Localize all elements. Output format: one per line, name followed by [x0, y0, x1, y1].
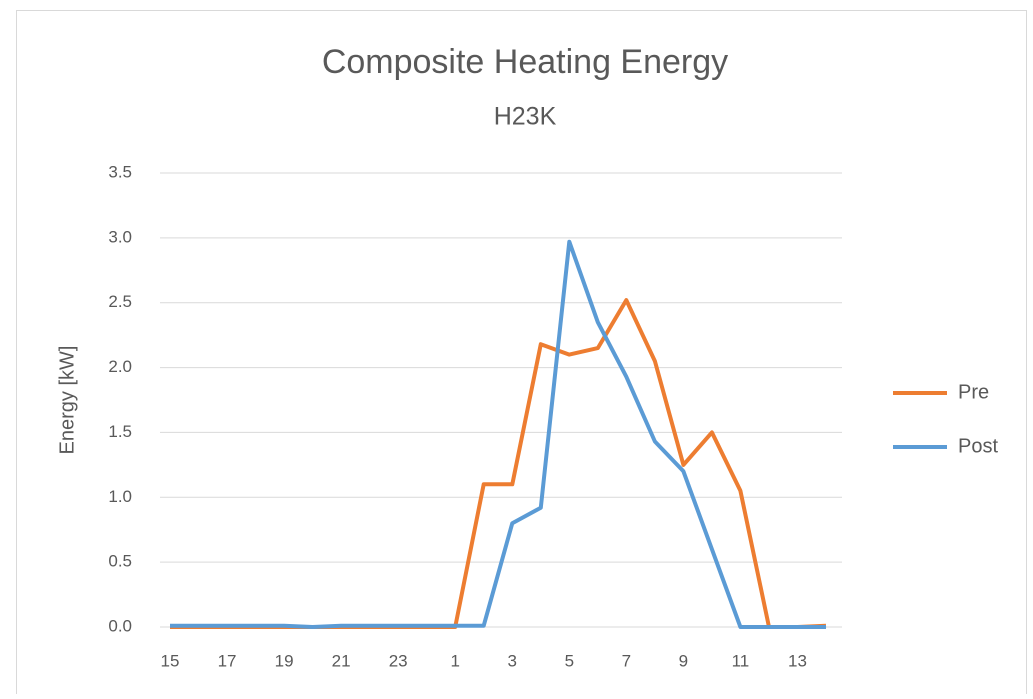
x-tick-label: 13: [788, 651, 807, 670]
y-tick-label: 2.0: [108, 357, 132, 376]
y-axis-label: Energy [kW]: [56, 346, 78, 455]
legend-label: Pre: [958, 381, 989, 403]
x-tick-label: 23: [389, 651, 408, 670]
y-tick-label: 1.0: [108, 487, 132, 506]
y-tick-label: 3.0: [108, 227, 132, 246]
y-tick-label: 0.0: [108, 616, 132, 635]
chart-subtitle: H23K: [494, 103, 557, 131]
x-tick-label: 9: [679, 651, 688, 670]
x-tick-label: 19: [275, 651, 294, 670]
chart-border: [16, 10, 1027, 699]
x-tick-label: 5: [565, 651, 574, 670]
y-tick-label: 0.5: [108, 552, 132, 571]
x-tick-label: 21: [332, 651, 351, 670]
x-tick-label: 7: [622, 651, 631, 670]
legend-label: Post: [958, 435, 998, 457]
x-tick-label: 11: [732, 651, 750, 670]
y-tick-label: 1.5: [108, 422, 132, 441]
series-line: [170, 239, 826, 629]
x-tick-label: 1: [450, 651, 459, 670]
chart-title: Composite Heating Energy: [322, 43, 728, 81]
y-tick-label: 3.5: [108, 162, 132, 181]
x-tick-label: 3: [508, 651, 517, 670]
x-tick-label: 15: [161, 651, 180, 670]
y-tick-label: 2.5: [108, 292, 132, 311]
x-tick-label: 17: [218, 651, 237, 670]
